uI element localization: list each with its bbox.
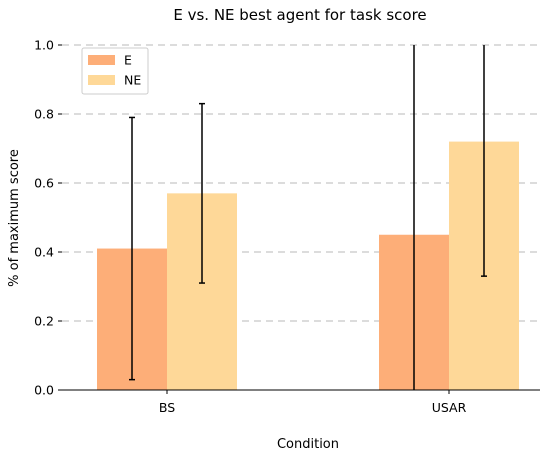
x-tick-label: BS <box>159 400 175 415</box>
legend-swatch <box>88 55 115 65</box>
y-tick-label: 0.6 <box>34 176 54 191</box>
error-bars <box>129 45 487 390</box>
y-tick-label: 1.0 <box>34 38 54 53</box>
y-ticks: 0.0 0.2 0.4 0.6 0.8 1.0 <box>34 38 62 398</box>
legend-swatch <box>88 75 115 85</box>
x-axis-label: Condition <box>277 437 339 452</box>
y-axis-label: % of maximum score <box>7 149 22 287</box>
x-ticks: BS USAR <box>159 390 467 415</box>
legend-label: NE <box>124 73 141 88</box>
chart-title: E vs. NE best agent for task score <box>173 6 426 24</box>
legend-label: E <box>124 53 132 68</box>
bars <box>97 141 519 390</box>
y-tick-label: 0.8 <box>34 107 54 122</box>
y-tick-label: 0.0 <box>34 383 54 398</box>
legend: E NE <box>81 47 149 95</box>
y-tick-label: 0.2 <box>34 314 54 329</box>
y-tick-label: 0.4 <box>34 245 54 260</box>
x-tick-label: USAR <box>432 400 467 415</box>
